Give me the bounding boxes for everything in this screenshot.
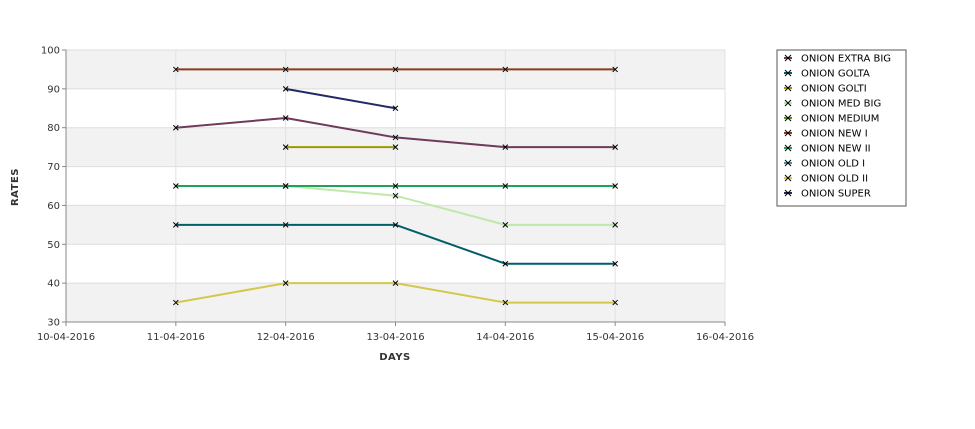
series-onion-old-ii: [172, 280, 619, 306]
x-axis-title: DAYS: [379, 352, 411, 363]
x-tick-label: 12-04-2016: [257, 332, 315, 343]
data-point: [172, 66, 179, 73]
legend-label: ONION MED BIG: [801, 99, 881, 110]
legend-item: ONION SUPER: [784, 189, 871, 200]
legend-item: ONION MEDIUM: [784, 114, 879, 125]
data-point: [282, 86, 289, 92]
data-point: [612, 299, 619, 306]
legend-item: ONION GOLTI: [784, 84, 867, 95]
series-onion-new-ii: [172, 183, 619, 189]
y-tick-label: 40: [47, 279, 60, 290]
legend-marker: [784, 84, 792, 92]
legend-label: ONION EXTRA BIG: [801, 54, 891, 65]
data-point: [502, 222, 509, 228]
y-tick-label: 50: [47, 240, 60, 251]
data-point: [172, 299, 179, 306]
y-tick-label: 80: [47, 123, 60, 134]
legend-label: ONION GOLTA: [801, 69, 870, 80]
legend-label: ONION GOLTI: [801, 84, 867, 95]
data-point: [392, 192, 399, 199]
x-tick-label: 15-04-2016: [586, 332, 644, 343]
series-line: [285, 185, 616, 226]
x-tick-label: 16-04-2016: [696, 332, 754, 343]
data-point: [502, 260, 509, 267]
data-point: [612, 260, 619, 267]
data-point: [392, 222, 399, 228]
legend-label: ONION MEDIUM: [801, 114, 879, 125]
data-point: [282, 183, 289, 189]
x-tick-label: 10-04-2016: [37, 332, 95, 343]
legend-marker: [784, 174, 792, 182]
y-tick-label: 100: [41, 46, 60, 57]
legend-box: [776, 49, 907, 207]
x-tick-label: 11-04-2016: [147, 332, 205, 343]
data-point: [172, 183, 179, 189]
legend-item: ONION EXTRA BIG: [784, 54, 891, 65]
data-point: [612, 183, 619, 189]
series-onion-med-big: [282, 183, 619, 228]
y-tick-label: 90: [47, 84, 60, 95]
data-point: [282, 144, 289, 150]
data-point: [392, 280, 399, 286]
legend-marker: [784, 114, 792, 122]
data-point: [172, 222, 179, 228]
legend-item: ONION NEW II: [784, 144, 871, 155]
data-point: [612, 144, 619, 150]
legend-label: ONION OLD I: [801, 159, 865, 170]
x-tick-label: 13-04-2016: [366, 332, 424, 343]
data-point: [282, 222, 289, 228]
data-point: [392, 183, 399, 189]
legend-item: ONION MED BIG: [784, 99, 881, 110]
y-tick-label: 70: [47, 162, 60, 173]
legend-marker: [784, 159, 792, 167]
series-onion-super: [282, 86, 399, 112]
data-point: [612, 222, 619, 228]
legend-marker: [784, 69, 792, 77]
data-point: [172, 124, 179, 131]
data-point: [282, 115, 289, 121]
data-point: [392, 105, 399, 112]
data-point: [612, 66, 619, 73]
series-onion-new-i: [172, 66, 619, 73]
series-line: [285, 87, 396, 110]
axes: 30 40 50 60 70 80 90 100 10-04-2016 11-04-2016 12-…: [37, 46, 754, 344]
data-point: [392, 134, 399, 141]
legend-item: ONION GOLTA: [784, 69, 870, 80]
data-point: [282, 66, 289, 73]
y-tick-label: 30: [47, 318, 60, 329]
series-onion-extra-big: [172, 115, 619, 150]
data-point: [502, 299, 509, 306]
data-point: [392, 144, 399, 150]
data-point: [392, 66, 399, 73]
data-point: [502, 144, 509, 150]
legend-item: ONION OLD II: [784, 174, 868, 185]
series-group: [172, 66, 619, 306]
x-tick-label: 14-04-2016: [476, 332, 534, 343]
y-tick-label: 60: [47, 201, 60, 212]
y-axis-title: RATES: [10, 168, 21, 206]
legend-label: ONION OLD II: [801, 174, 868, 185]
legend-item: ONION NEW I: [784, 129, 868, 140]
legend-marker: [784, 129, 792, 137]
series-onion-golta: [172, 222, 619, 267]
legend-item: ONION OLD I: [784, 159, 865, 170]
series-onion-golti: [282, 144, 399, 150]
data-point: [282, 280, 289, 286]
legend-label: ONION SUPER: [801, 189, 871, 200]
legend-marker: [784, 99, 792, 107]
data-point: [502, 66, 509, 73]
data-point: [502, 183, 509, 189]
legend-marker: [784, 189, 792, 197]
legend-label: ONION NEW I: [801, 129, 868, 140]
legend: ONION EXTRA BIG ONION GOLTA ONION GOLTI ONI…: [776, 49, 907, 207]
legend-label: ONION NEW II: [801, 144, 871, 155]
legend-marker: [784, 144, 792, 152]
legend-marker: [784, 54, 792, 62]
